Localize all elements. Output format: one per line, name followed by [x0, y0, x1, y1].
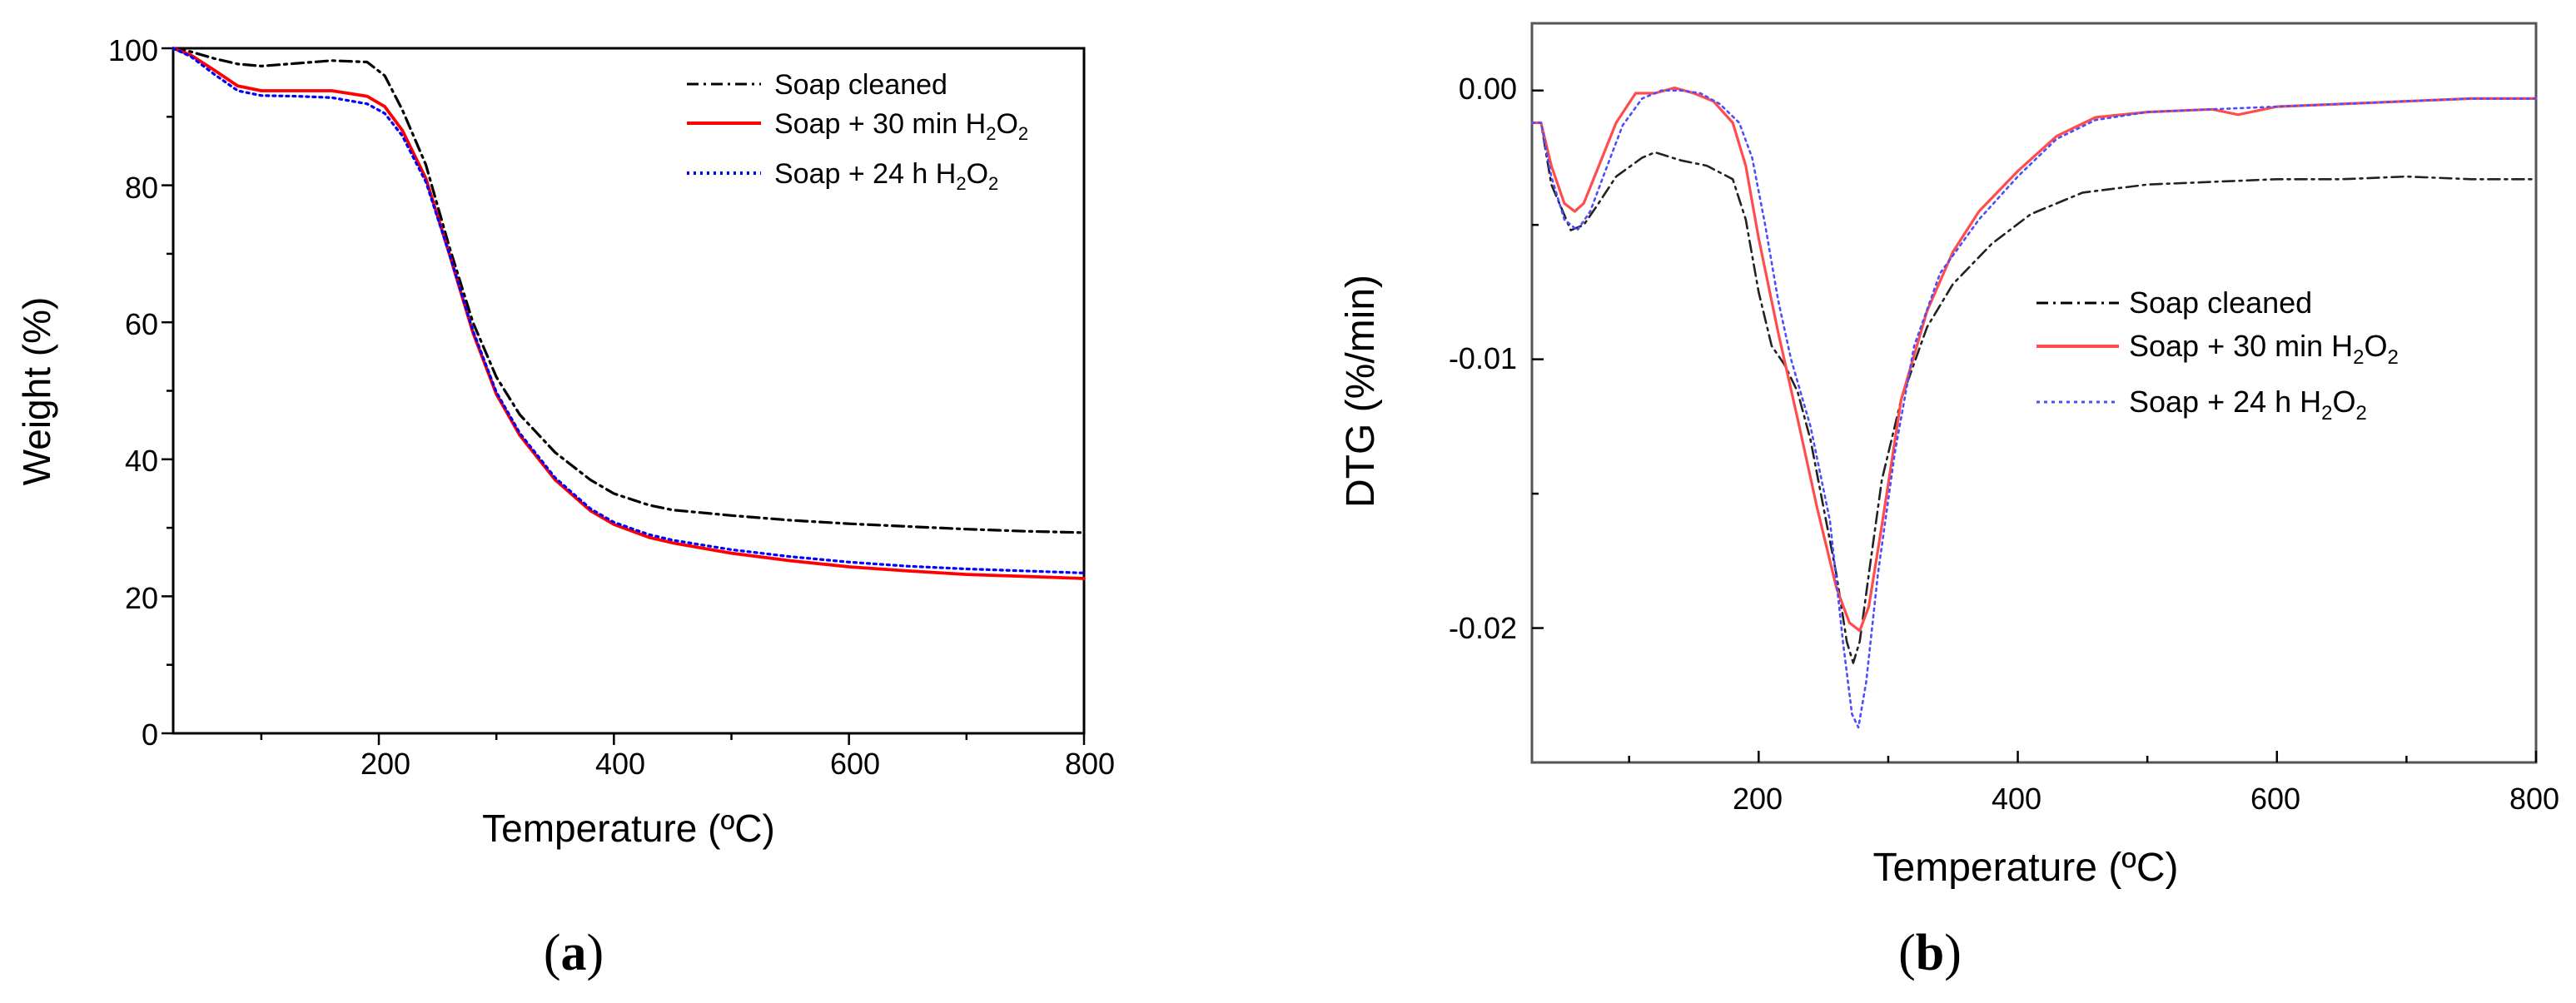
panel-a-series-lines	[172, 47, 1086, 580]
panel-a-x-tick-label: 800	[1065, 747, 1115, 781]
panel-b-x-tick-label: 600	[2250, 782, 2300, 816]
panel-a-x-tick-label: 400	[595, 747, 645, 781]
panel-a-x-tick-label: 200	[361, 747, 410, 781]
panel-a-y-tick-label: 40	[125, 444, 158, 478]
panel-a-x-axis-title: Temperature (ºC)	[482, 807, 775, 850]
panel-a-y-tick-label: 100	[108, 33, 158, 67]
panel-a-x-tick-label: 600	[830, 747, 880, 781]
panel-b-tick-marks	[1532, 89, 2538, 762]
panel-b-series-soap-cleaned	[1530, 122, 2538, 664]
panel-b-dtg-chart: 0.00 -0.01 -0.02 200 400 600 800 Tempera…	[1339, 22, 2559, 981]
panel-a-caption: (a)	[544, 925, 604, 981]
panel-b-series-lines	[1530, 86, 2538, 729]
panel-a-legend: Soap cleaned Soap + 30 min H2O2 Soap + 2…	[687, 69, 1028, 194]
panel-a-tick-marks	[162, 47, 1086, 745]
panel-b-y-tick-label: 0.00	[1459, 72, 1517, 106]
panel-a-y-tick-label: 80	[125, 171, 158, 205]
panel-a-legend-label-soap-cleaned: Soap cleaned	[774, 69, 947, 101]
panel-a-tga-chart: 100 80 60 40 20 0 200 400 600 800 Temper…	[15, 33, 1115, 981]
panel-b-y-tick-label: -0.01	[1449, 341, 1517, 375]
panel-b-x-tick-label: 400	[1992, 782, 2041, 816]
panel-b-y-tick-label: -0.02	[1449, 611, 1517, 645]
panel-b-x-axis-title: Temperature (ºC)	[1873, 846, 2179, 890]
panel-b-x-tick-label: 800	[2509, 782, 2559, 816]
panel-a-series-soap-30-min-h2o2	[172, 47, 1086, 580]
panel-b-x-tick-label: 200	[1733, 782, 1783, 816]
panel-a-series-soap-cleaned	[172, 47, 1086, 534]
panel-b-legend-label-30min: Soap + 30 min H2O2	[2129, 329, 2399, 369]
panel-a-legend-label-24h: Soap + 24 h H2O2	[774, 158, 998, 194]
panel-b-legend-label-soap-cleaned: Soap cleaned	[2129, 286, 2312, 320]
panel-b-caption: (b)	[1898, 925, 1962, 981]
panel-b-plot-frame	[1530, 22, 2538, 764]
panel-a-series-soap-24-h-h2o2	[172, 47, 1086, 575]
panel-b-legend: Soap cleaned Soap + 30 min H2O2 Soap + 2…	[2036, 286, 2399, 425]
panel-a-y-tick-label: 60	[125, 307, 158, 341]
panel-b-y-axis-title: DTG (%/min)	[1339, 275, 1383, 508]
panel-b-series-soap-24-h-h2o2	[1530, 89, 2538, 729]
panel-a-y-axis-title: Weight (%)	[15, 297, 58, 486]
panel-a-y-tick-label: 20	[125, 581, 158, 615]
panel-a-y-tick-label: 0	[142, 717, 158, 752]
panel-a-plot-frame	[172, 47, 1086, 735]
panel-b-legend-label-24h: Soap + 24 h H2O2	[2129, 385, 2367, 425]
panel-a-legend-label-30min: Soap + 30 min H2O2	[774, 108, 1028, 144]
